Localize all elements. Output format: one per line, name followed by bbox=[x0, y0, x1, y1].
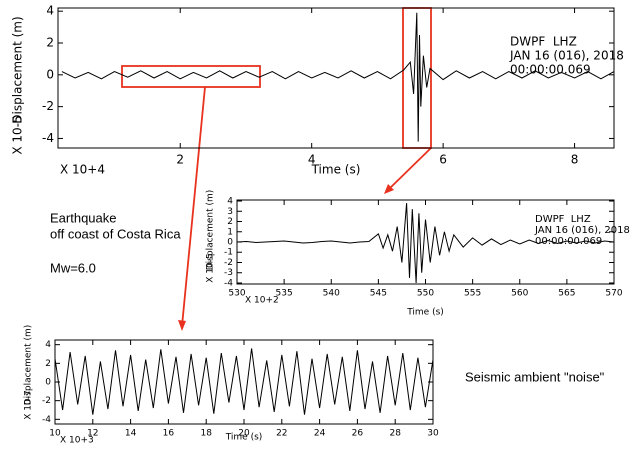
x-tick-label: 545 bbox=[370, 289, 387, 299]
y-tick-label: 0 bbox=[45, 378, 51, 388]
annotation: off coast of Costa Rica bbox=[50, 226, 181, 241]
annotation: Mw=6.0 bbox=[50, 260, 96, 275]
x-axis-label: Time (s) bbox=[406, 308, 444, 318]
arrowheads bbox=[178, 184, 394, 331]
y-tick-label: 4 bbox=[46, 4, 54, 18]
info-text: DWPF LHZ bbox=[535, 214, 591, 225]
y-tick-label: -4 bbox=[42, 415, 51, 425]
info-text: JAN 16 (016), 2018 bbox=[534, 225, 630, 236]
x-tick-label: 20 bbox=[238, 429, 250, 439]
y-axis-label: Displacement (m) bbox=[206, 190, 216, 271]
waveform bbox=[54, 348, 434, 415]
highlight-group bbox=[121, 7, 432, 327]
x-tick-label: 28 bbox=[389, 429, 401, 439]
x-tick-label: 4 bbox=[308, 153, 316, 167]
arrow bbox=[387, 147, 432, 191]
x-tick-label: 565 bbox=[558, 289, 575, 299]
arrow bbox=[181, 86, 206, 327]
arrowhead bbox=[384, 184, 394, 194]
annotation: Seismic ambient "noise" bbox=[465, 369, 605, 384]
y-tick-label: -3 bbox=[224, 268, 233, 278]
y-axis-exponent: X 10-5 bbox=[206, 253, 216, 282]
y-tick-label: 4 bbox=[227, 197, 233, 207]
x-tick-label: 22 bbox=[276, 429, 287, 439]
x-tick-label: 2 bbox=[176, 153, 184, 167]
y-tick-label: -4 bbox=[224, 278, 233, 288]
x-tick-label: 18 bbox=[200, 429, 212, 439]
x-tick-label: 540 bbox=[323, 289, 340, 299]
y-tick-label: 2 bbox=[46, 36, 54, 50]
x-tick-label: 10 bbox=[49, 429, 61, 439]
x-tick-label: 8 bbox=[571, 153, 579, 167]
y-tick-label: 0 bbox=[46, 67, 54, 81]
y-tick-label: -1 bbox=[224, 248, 233, 258]
plot-frame bbox=[57, 7, 615, 149]
x-tick-label: 6 bbox=[439, 153, 447, 167]
y-tick-label: 3 bbox=[227, 207, 233, 217]
x-tick-label: 530 bbox=[228, 289, 245, 299]
x-tick-label: 16 bbox=[163, 429, 175, 439]
y-axis-label: Displacement (m) bbox=[11, 16, 25, 123]
x-tick-label: 570 bbox=[605, 289, 622, 299]
highlight-box bbox=[121, 65, 261, 88]
x-tick-label: 14 bbox=[125, 429, 137, 439]
y-tick-label: 2 bbox=[227, 217, 233, 227]
annotation: Earthquake bbox=[50, 210, 117, 225]
x-tick-label: 550 bbox=[417, 289, 434, 299]
info-text: JAN 16 (016), 2018 bbox=[509, 49, 624, 63]
x-axis-label: Time (s) bbox=[311, 163, 361, 177]
y-tick-label: 1 bbox=[227, 227, 233, 237]
x-tick-label: 26 bbox=[352, 429, 364, 439]
y-tick-label: 4 bbox=[45, 340, 51, 350]
info-text: DWPF LHZ bbox=[510, 35, 577, 49]
x-axis-exponent: X 10+4 bbox=[60, 163, 105, 177]
y-axis-label: Displacement (m) bbox=[24, 325, 34, 406]
y-axis-exponent: X 10-5 bbox=[11, 115, 25, 154]
y-tick-label: -2 bbox=[42, 99, 54, 113]
waveform bbox=[61, 12, 615, 142]
info-text: 00:00:00.069 bbox=[510, 63, 591, 77]
x-tick-label: 560 bbox=[511, 289, 528, 299]
y-tick-label: -4 bbox=[42, 131, 54, 145]
arrowhead bbox=[178, 320, 186, 331]
y-axis-exponent: X 10-7 bbox=[24, 390, 34, 419]
y-tick-label: 2 bbox=[45, 359, 51, 369]
x-axis-exponent: X 10+3 bbox=[60, 436, 94, 446]
y-tick-label: -2 bbox=[224, 258, 233, 268]
waveform bbox=[236, 203, 615, 284]
x-tick-label: 12 bbox=[87, 429, 98, 439]
x-tick-label: 535 bbox=[276, 289, 293, 299]
y-tick-label: -2 bbox=[42, 396, 51, 406]
x-axis-label: Time (s) bbox=[225, 433, 263, 443]
x-tick-label: 24 bbox=[314, 429, 326, 439]
y-tick-label: 0 bbox=[227, 238, 233, 248]
x-tick-label: 555 bbox=[464, 289, 481, 299]
x-tick-label: 30 bbox=[427, 429, 439, 439]
x-axis-exponent: X 10+2 bbox=[245, 296, 279, 306]
